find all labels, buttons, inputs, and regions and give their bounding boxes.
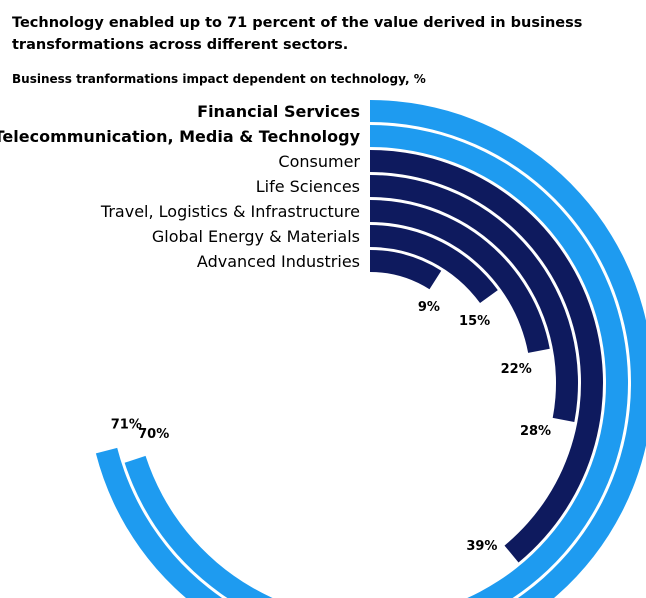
arc-bar-6 (370, 225, 498, 304)
value-label: 28% (520, 424, 551, 439)
arc-bar-1 (95, 100, 646, 598)
category-label: Telecommunication, Media & Technology (0, 127, 361, 146)
category-label: Travel, Logistics & Infrastructure (100, 202, 360, 221)
value-label: 22% (501, 362, 532, 377)
arc-bar-7 (370, 250, 442, 290)
value-label: 9% (418, 300, 440, 315)
value-label: 71% (111, 417, 142, 432)
value-label: 15% (459, 314, 490, 329)
chart-subtitle: Business tranformations impact dependent… (12, 72, 426, 86)
category-label: Financial Services (197, 102, 360, 121)
arc-bar-5 (370, 200, 550, 353)
value-label: 70% (138, 427, 169, 442)
arc-bar-3 (370, 149, 604, 563)
arc-bar-4 (370, 175, 579, 422)
value-label: 39% (466, 539, 497, 554)
chart-title: Technology enabled up to 71 percent of t… (12, 15, 583, 53)
arc-bar-2 (124, 125, 628, 598)
category-label: Advanced Industries (197, 252, 360, 271)
category-label: Consumer (278, 152, 360, 171)
category-label: Life Sciences (256, 177, 360, 196)
category-label: Global Energy & Materials (152, 227, 360, 246)
